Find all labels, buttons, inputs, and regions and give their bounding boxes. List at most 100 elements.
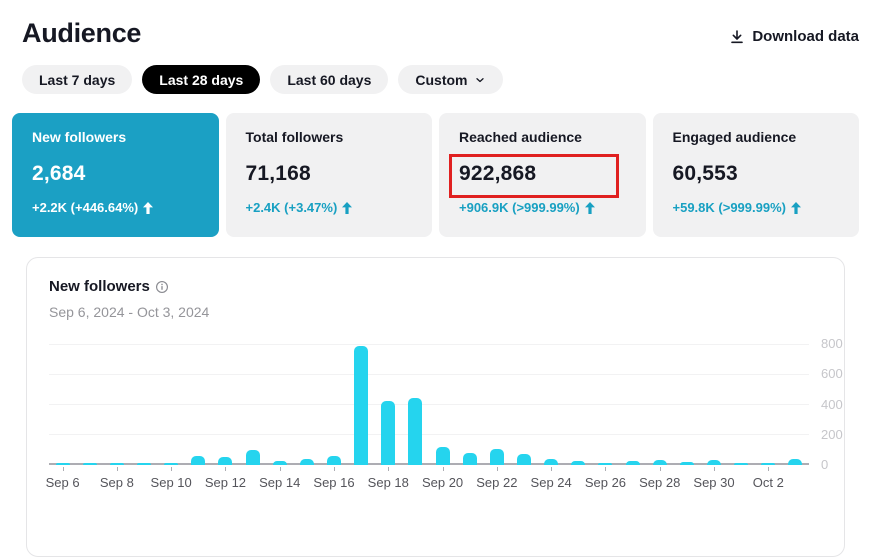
trend-up-icon	[143, 201, 154, 214]
time-range-tabs: Last 7 days Last 28 days Last 60 days Cu…	[22, 65, 503, 94]
x-axis-tick	[225, 467, 227, 471]
info-icon[interactable]	[155, 280, 169, 294]
card-value: 71,168	[245, 162, 311, 185]
bar-sep-18[interactable]	[381, 401, 396, 465]
bar-sep-7[interactable]	[82, 463, 97, 465]
download-icon	[729, 29, 745, 45]
trend-up-icon	[790, 201, 801, 214]
x-axis-tick	[334, 467, 335, 471]
bar-sep-21[interactable]	[462, 452, 477, 465]
gridline-y-600	[49, 373, 809, 375]
download-data-button[interactable]: Download data	[729, 28, 859, 45]
bar-sep-14[interactable]	[272, 460, 287, 465]
bar-sep-10[interactable]	[164, 463, 179, 465]
y-axis-label-200: 200	[821, 426, 843, 442]
card-delta: +2.4K (+3.47%)	[246, 200, 413, 215]
x-axis-tick	[116, 467, 118, 471]
bar-sep-19[interactable]	[408, 398, 423, 465]
bar-sep-16[interactable]	[327, 455, 341, 465]
bar-sep-20[interactable]	[435, 446, 450, 465]
x-axis-tick	[442, 467, 444, 471]
download-label: Download data	[752, 28, 859, 45]
card-engaged-audience[interactable]: Engaged audience 60,553 +59.8K (>999.99%…	[652, 113, 859, 237]
tab-last-7-days[interactable]: Last 7 days	[22, 65, 133, 94]
card-total-followers[interactable]: Total followers 71,168 +2.4K (+3.47%)	[225, 113, 432, 237]
trend-up-icon	[342, 201, 353, 214]
bar-oct-1[interactable]	[734, 462, 749, 465]
delta-text: +906.9K (>999.99%)	[459, 200, 580, 215]
stat-cards-row: New followers 2,684 +2.2K (+446.64%) Tot…	[12, 113, 859, 237]
bar-sep-24[interactable]	[544, 459, 559, 465]
x-axis-label-sep-10: Sep 10	[150, 475, 192, 490]
x-axis-label-sep-18: Sep 18	[367, 475, 409, 490]
x-axis-label-sep-24: Sep 24	[530, 475, 572, 490]
bar-sep-13[interactable]	[245, 449, 260, 465]
tab-last-28-days[interactable]: Last 28 days	[142, 65, 261, 94]
delta-text: +59.8K (>999.99%)	[672, 200, 786, 215]
x-axis-tick	[659, 467, 661, 471]
delta-text: +2.2K (+446.64%)	[32, 200, 139, 215]
chart-title: New followers	[49, 278, 150, 295]
bar-oct-2[interactable]	[761, 463, 776, 465]
x-axis-tick	[496, 467, 498, 471]
x-axis-tick	[551, 467, 553, 471]
card-title: Engaged audience	[672, 129, 797, 145]
x-axis-tick	[714, 467, 715, 471]
bar-sep-9[interactable]	[137, 463, 151, 465]
page-header: Audience Download data	[22, 18, 859, 49]
bar-sep-6[interactable]	[55, 462, 70, 465]
x-axis-label-sep-14: Sep 14	[259, 475, 301, 490]
x-axis-baseline	[49, 463, 809, 465]
gridline-y-200	[49, 434, 809, 436]
y-axis-label-800: 800	[821, 336, 843, 351]
card-reached-audience[interactable]: Reached audience 922,868 +906.9K (>999.9…	[439, 113, 646, 237]
bar-oct-3[interactable]	[788, 458, 803, 465]
x-axis-tick	[768, 467, 770, 471]
x-axis-label-sep-12: Sep 12	[204, 475, 247, 490]
tab-last-60-days[interactable]: Last 60 days	[270, 65, 389, 94]
x-axis-tick	[605, 467, 607, 471]
chart-date-range: Sep 6, 2024 - Oct 3, 2024	[49, 304, 210, 320]
x-axis-tick	[62, 467, 64, 471]
card-title: Reached audience	[459, 129, 582, 145]
trend-up-icon	[584, 201, 595, 214]
tab-custom[interactable]: Custom	[398, 65, 503, 94]
y-axis-label-600: 600	[821, 366, 843, 382]
chart-plot: 0 200 400 600 800 Sep 6 Sep 8 Sep 10 Sep 12 Sep 1…	[46, 336, 843, 490]
new-followers-chart-card: New followers Sep 6, 2024 - Oct 3, 2024 …	[26, 257, 845, 557]
x-axis-label-sep-22: Sep 22	[476, 475, 518, 490]
bar-sep-22[interactable]	[489, 449, 504, 465]
card-value: 2,684	[32, 162, 86, 185]
bar-sep-27[interactable]	[625, 461, 640, 465]
y-axis-label-0: 0	[821, 457, 829, 472]
bar-sep-15[interactable]	[299, 458, 314, 465]
card-delta: +906.9K (>999.99%)	[459, 200, 626, 215]
card-title: Total followers	[245, 129, 344, 145]
tab-label: Custom	[415, 71, 468, 88]
gridline-y-800	[49, 343, 809, 345]
chart-header: New followers	[49, 278, 822, 295]
card-delta: +2.2K (+446.64%)	[32, 200, 199, 215]
y-axis-label-400: 400	[821, 396, 843, 412]
x-axis-label-sep-26: Sep 26	[584, 475, 627, 490]
bar-sep-26[interactable]	[598, 463, 613, 465]
x-axis-tick	[171, 467, 173, 471]
bar-sep-12[interactable]	[218, 456, 233, 465]
delta-text: +2.4K (+3.47%)	[245, 200, 338, 215]
card-new-followers[interactable]: New followers 2,684 +2.2K (+446.64%)	[12, 113, 219, 237]
bar-sep-28[interactable]	[652, 459, 667, 465]
tab-label: Last 7 days	[39, 71, 116, 88]
x-axis-tick	[279, 467, 281, 471]
gridline-y-400	[49, 404, 809, 405]
bar-sep-17[interactable]	[354, 345, 369, 465]
card-title: New followers	[32, 129, 127, 145]
bar-sep-8[interactable]	[109, 462, 124, 465]
bar-sep-11[interactable]	[191, 455, 206, 465]
x-axis-label-sep-30: Sep 30	[693, 475, 735, 490]
tab-label: Last 28 days	[159, 71, 244, 88]
bar-sep-23[interactable]	[517, 454, 531, 465]
bar-sep-30[interactable]	[707, 460, 721, 465]
card-value: 922,868	[459, 162, 537, 185]
bar-sep-29[interactable]	[679, 461, 694, 465]
bar-sep-25[interactable]	[571, 461, 586, 465]
